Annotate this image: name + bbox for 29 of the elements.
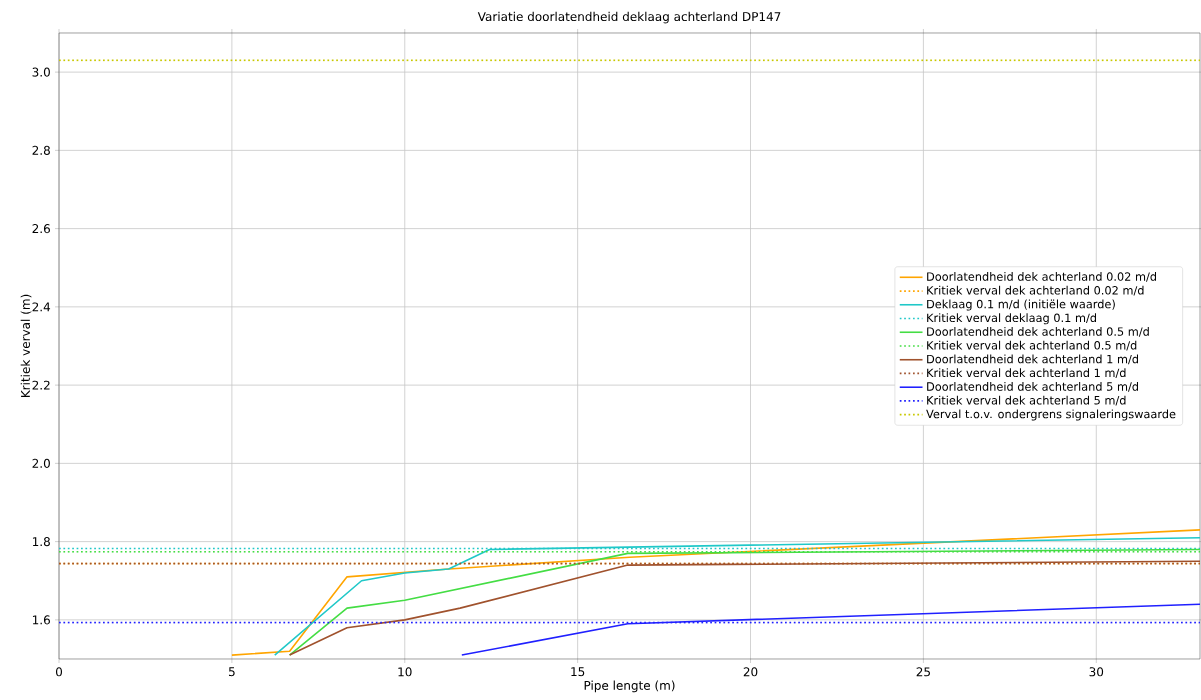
legend-label: Kritiek verval dek achterland 1 m/d [927,368,1126,378]
y-tick-label: 1.6 [32,615,50,625]
chart-title: Variatie doorlatendheid deklaag achterland DP147 [477,11,781,24]
y-tick-label: 2.0 [32,458,50,468]
x-tick-label: 10 [398,667,412,677]
legend-label: Doorlatendheid dek achterland 5 m/d [927,382,1138,392]
y-tick-label: 2.6 [32,224,50,234]
legend-label: Doorlatendheid dek achterland 0.02 m/d [927,272,1157,282]
x-tick-label: 0 [55,667,63,677]
legend-label: Deklaag 0.1 m/d (initiële waarde) [927,299,1115,311]
legend-label: Kritiek verval dek achterland 5 m/d [927,395,1126,406]
x-axis-title: Pipe lengte (m) [584,680,675,693]
x-tick-label: 25 [916,667,930,677]
legend-label: Doorlatendheid dek achterland 1 m/d [927,354,1138,365]
legend-label: Kritiek verval dek achterland 0.02 m/d [927,285,1144,296]
y-tick-label: 1.8 [32,537,50,547]
x-tick-label: 5 [228,667,235,677]
x-tick-label: 30 [1089,667,1104,677]
legend-label: Kritiek verval deklaag 0.1 m/d [927,313,1096,325]
legend-label: Doorlatendheid dek achterland 0.5 m/d [927,327,1149,337]
y-axis-title: Kritiek verval (m) [20,294,32,398]
legend-label: Kritiek verval dek achterland 0.5 m/d [927,340,1137,351]
y-tick-label: 2.4 [32,302,51,312]
x-tick-label: 15 [571,667,585,677]
y-tick-label: 2.2 [32,380,50,390]
y-tick-label: 2.8 [32,145,50,155]
x-tick-label: 20 [743,667,758,677]
y-tick-label: 3.0 [32,67,50,77]
legend-label: Verval t.o.v. ondergrens signaleringswaarde [926,409,1176,421]
